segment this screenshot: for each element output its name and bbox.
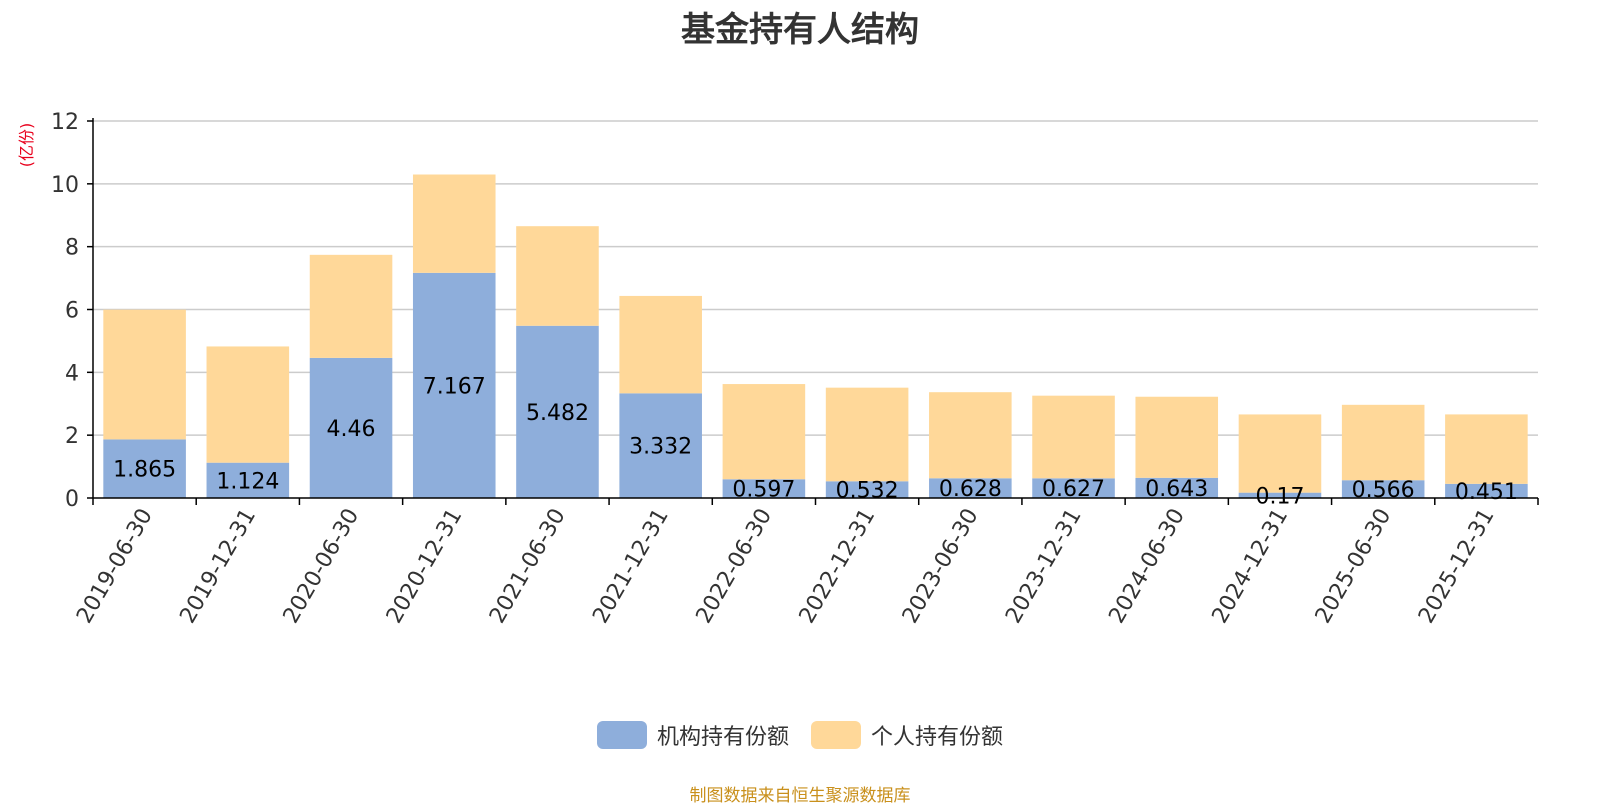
bar-institutional [722, 479, 806, 498]
bar-value-label: 0.17 [1255, 484, 1304, 509]
bar-individual [1032, 395, 1115, 479]
bar-individual [1341, 404, 1425, 481]
x-tick-label: 2025-06-30 [1311, 505, 1397, 628]
x-tick-label: 2023-06-30 [898, 505, 984, 628]
bar-individual [412, 174, 496, 273]
y-tick-label: 6 [65, 299, 79, 324]
bar-institutional [1445, 483, 1528, 498]
legend-item-individual[interactable]: 个人持有份额 [811, 719, 1003, 751]
y-axis-unit: (亿份) [17, 123, 36, 168]
bar-individual [206, 346, 290, 463]
bar-individual [103, 309, 186, 440]
bar-institutional [1032, 478, 1115, 498]
bar-institutional [412, 272, 496, 498]
x-tick-label: 2024-12-31 [1208, 505, 1294, 628]
bar-institutional [1135, 477, 1219, 498]
source-note: 制图数据来自恒生聚源数据库 [689, 786, 911, 806]
bar-value-label: 5.482 [526, 401, 589, 426]
x-tick-label: 2019-12-31 [175, 505, 261, 628]
chart-title: 基金持有人结构 [681, 10, 919, 50]
bar-institutional [929, 478, 1012, 498]
bar-individual [929, 392, 1012, 479]
y-tick-label: 10 [51, 173, 79, 198]
bar-value-label: 4.46 [327, 417, 376, 442]
bar-individual [516, 226, 599, 326]
bar-value-label: 1.124 [216, 469, 279, 494]
y-tick-label: 0 [65, 487, 79, 512]
bar-value-label: 7.167 [423, 374, 486, 399]
x-tick-label: 2021-06-30 [485, 505, 571, 628]
bar-value-label: 3.332 [629, 435, 692, 460]
x-tick-label: 2024-06-30 [1104, 505, 1190, 628]
bar-individual [309, 254, 393, 358]
bar-individual [1135, 396, 1219, 478]
x-tick-label: 2023-12-31 [1001, 505, 1087, 628]
x-tick-label: 2020-12-31 [382, 505, 468, 628]
bar-institutional [309, 357, 393, 498]
y-tick-label: 8 [65, 236, 79, 261]
x-tick-label: 2022-12-31 [795, 505, 881, 628]
bar-institutional [206, 462, 290, 498]
bar-value-label: 0.566 [1352, 478, 1415, 503]
bar-individual [619, 295, 702, 394]
bar-individual [1238, 414, 1322, 493]
x-tick-label: 2022-06-30 [692, 505, 778, 628]
bar-institutional [1238, 492, 1322, 498]
legend-item-institutional[interactable]: 机构持有份额 [596, 719, 789, 751]
legend-swatch-institutional [596, 721, 647, 749]
bar-institutional [1341, 480, 1425, 498]
legend-swatch-individual [811, 721, 861, 749]
bar-value-label: 0.451 [1455, 480, 1518, 505]
bar-value-label: 0.597 [732, 478, 795, 503]
bar-institutional [516, 325, 599, 498]
legend-label-individual: 个人持有份额 [871, 725, 1004, 750]
x-tick-label: 2020-06-30 [279, 505, 365, 628]
legend-label-institutional: 机构持有份额 [656, 725, 789, 750]
bar-value-label: 1.865 [113, 458, 176, 483]
y-tick-label: 2 [65, 424, 79, 449]
bar-individual [825, 387, 909, 482]
x-tick-label: 2019-06-30 [72, 505, 158, 628]
bar-institutional [103, 439, 186, 498]
x-tick-label: 2021-12-31 [588, 505, 674, 628]
bar-value-label: 0.532 [836, 479, 899, 504]
bar-institutional [619, 393, 702, 498]
bar-institutional [825, 481, 909, 498]
y-tick-label: 12 [51, 110, 79, 135]
legend: 机构持有份额 个人持有份额 [0, 719, 1600, 751]
y-tick-label: 4 [65, 361, 79, 386]
x-tick-label: 2025-12-31 [1414, 505, 1500, 628]
bar-individual [722, 384, 806, 480]
bar-individual [1445, 414, 1528, 484]
